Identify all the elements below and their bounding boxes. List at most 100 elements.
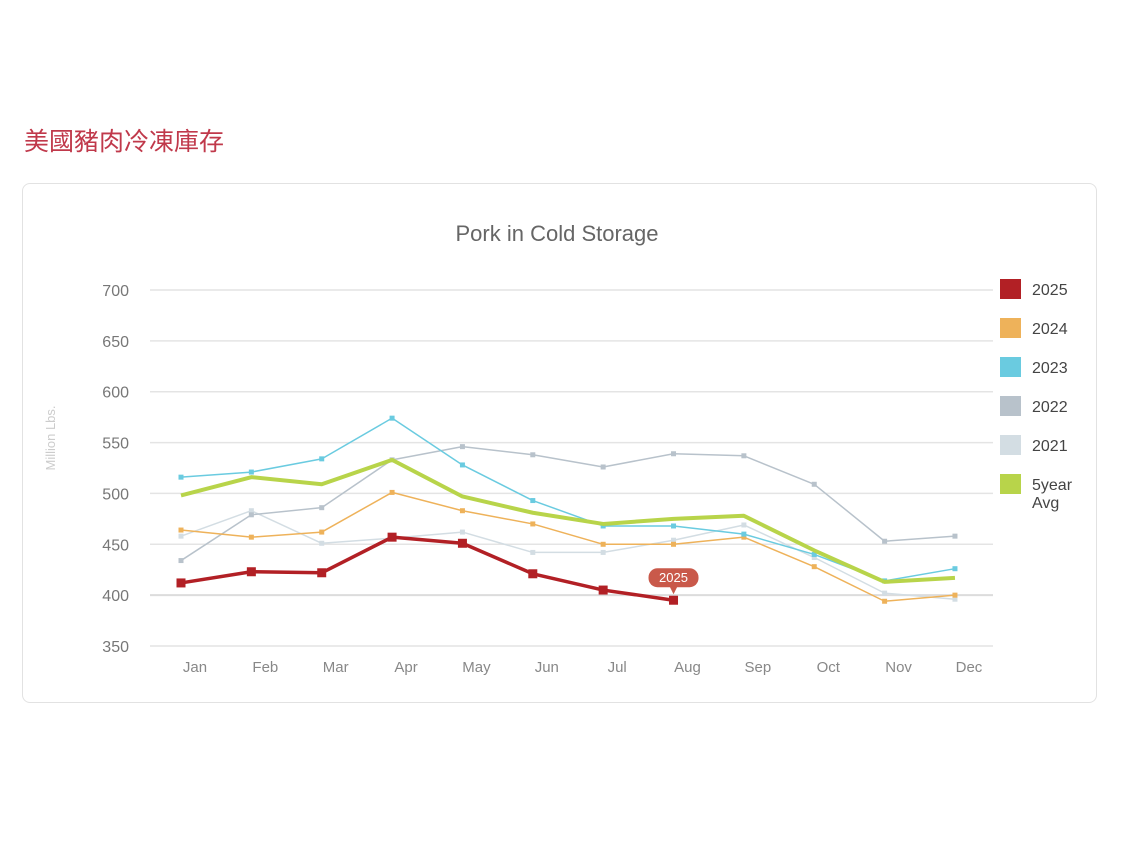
data-point-2021 bbox=[671, 537, 677, 543]
data-point-2025 bbox=[598, 585, 608, 595]
data-point-2021 bbox=[600, 549, 606, 555]
data-point-2024 bbox=[741, 534, 747, 540]
legend-label: 2022 bbox=[1032, 399, 1068, 416]
legend-swatch bbox=[1000, 357, 1021, 377]
legend-label: Avg bbox=[1032, 495, 1059, 512]
series-line-2024 bbox=[180, 491, 956, 602]
x-tick-label: Aug bbox=[674, 659, 701, 676]
legend-label: 2024 bbox=[1032, 321, 1068, 338]
legend-label: 5year bbox=[1032, 477, 1073, 494]
data-point-2025 bbox=[317, 568, 327, 578]
data-point-2021 bbox=[178, 533, 184, 539]
data-point-2023 bbox=[459, 462, 465, 468]
annotation-badge bbox=[648, 568, 699, 588]
data-point-2023 bbox=[389, 415, 395, 421]
data-point-2022 bbox=[248, 512, 254, 518]
series-line-2025 bbox=[180, 535, 674, 602]
data-point-2025 bbox=[176, 578, 186, 588]
data-point-2024 bbox=[319, 529, 325, 535]
y-tick-label: 400 bbox=[102, 588, 129, 605]
data-point-2024 bbox=[530, 521, 536, 527]
annotation-label: 2025 bbox=[659, 570, 688, 585]
data-point-2022 bbox=[459, 444, 465, 450]
data-point-2024 bbox=[459, 508, 465, 514]
series-line-2022 bbox=[180, 445, 956, 562]
x-tick-label: Dec bbox=[956, 659, 983, 676]
x-tick-label: Oct bbox=[817, 659, 841, 676]
legend-label: 2021 bbox=[1032, 438, 1068, 455]
data-point-2021 bbox=[952, 596, 958, 602]
data-point-2023 bbox=[248, 469, 254, 475]
y-tick-label: 450 bbox=[102, 537, 129, 554]
y-axis-label: Million Lbs. bbox=[43, 405, 58, 470]
data-point-2023 bbox=[600, 523, 606, 529]
data-point-2025 bbox=[246, 567, 256, 577]
legend-label: 2025 bbox=[1032, 282, 1068, 299]
legend-swatch bbox=[1000, 279, 1021, 299]
data-point-2021 bbox=[741, 522, 747, 528]
data-point-2024 bbox=[600, 541, 606, 547]
data-point-2022 bbox=[600, 464, 606, 470]
data-point-2023 bbox=[952, 566, 958, 572]
legend-swatch bbox=[1000, 435, 1021, 455]
data-point-2022 bbox=[178, 558, 184, 564]
data-point-2023 bbox=[319, 456, 325, 462]
x-tick-label: Mar bbox=[323, 659, 349, 676]
data-point-2021 bbox=[459, 529, 465, 535]
data-point-2024 bbox=[952, 592, 958, 598]
data-point-2022 bbox=[811, 481, 817, 487]
y-tick-label: 550 bbox=[102, 436, 129, 453]
data-point-2025 bbox=[457, 538, 467, 548]
chart-title: Pork in Cold Storage bbox=[456, 221, 659, 246]
data-point-2025 bbox=[528, 569, 538, 579]
data-point-2024 bbox=[178, 527, 184, 533]
y-tick-label: 500 bbox=[102, 486, 129, 503]
data-point-2021 bbox=[248, 508, 254, 514]
x-tick-label: Sep bbox=[745, 659, 772, 676]
data-point-2023 bbox=[811, 551, 817, 557]
data-point-2022 bbox=[741, 453, 747, 459]
y-tick-label: 600 bbox=[102, 385, 129, 402]
y-tick-label: 650 bbox=[102, 334, 129, 351]
data-point-2021 bbox=[319, 540, 325, 546]
legend-label: 2023 bbox=[1032, 360, 1068, 377]
chart-card bbox=[22, 183, 1097, 703]
data-point-2021 bbox=[530, 549, 536, 555]
data-point-2023 bbox=[741, 531, 747, 537]
data-point-2024 bbox=[882, 598, 888, 604]
x-tick-label: Apr bbox=[394, 659, 417, 676]
x-tick-label: Jan bbox=[183, 659, 207, 676]
x-tick-label: Nov bbox=[885, 659, 912, 676]
legend-swatch bbox=[1000, 318, 1021, 338]
data-point-2022 bbox=[319, 505, 325, 511]
data-point-2023 bbox=[671, 523, 677, 529]
legend-swatch bbox=[1000, 396, 1021, 416]
series-line-5year-Avg bbox=[180, 457, 956, 584]
data-point-2022 bbox=[671, 451, 677, 457]
y-tick-label: 350 bbox=[102, 639, 129, 656]
data-point-2024 bbox=[389, 489, 395, 495]
data-point-2025 bbox=[669, 595, 679, 605]
data-point-2024 bbox=[671, 541, 677, 547]
page-title: 美國豬肉冷凍庫存 bbox=[24, 127, 225, 156]
data-point-2021 bbox=[882, 590, 888, 596]
data-point-2025 bbox=[387, 532, 397, 542]
x-tick-label: Feb bbox=[252, 659, 278, 676]
data-point-2022 bbox=[882, 538, 888, 544]
series-line-2023 bbox=[180, 417, 956, 582]
data-point-2022 bbox=[952, 533, 958, 539]
x-tick-label: Jun bbox=[535, 659, 559, 676]
annotation-pointer bbox=[669, 586, 678, 595]
legend-swatch bbox=[1000, 474, 1021, 494]
x-tick-label: May bbox=[462, 659, 491, 676]
data-point-2021 bbox=[811, 555, 817, 561]
y-tick-label: 700 bbox=[102, 283, 129, 300]
x-tick-label: Jul bbox=[608, 659, 627, 676]
data-point-2023 bbox=[178, 474, 184, 480]
data-point-2023 bbox=[530, 498, 536, 504]
data-point-2022 bbox=[530, 452, 536, 458]
data-point-2024 bbox=[811, 564, 817, 570]
series-line-2021 bbox=[180, 509, 956, 600]
data-point-2024 bbox=[248, 534, 254, 540]
